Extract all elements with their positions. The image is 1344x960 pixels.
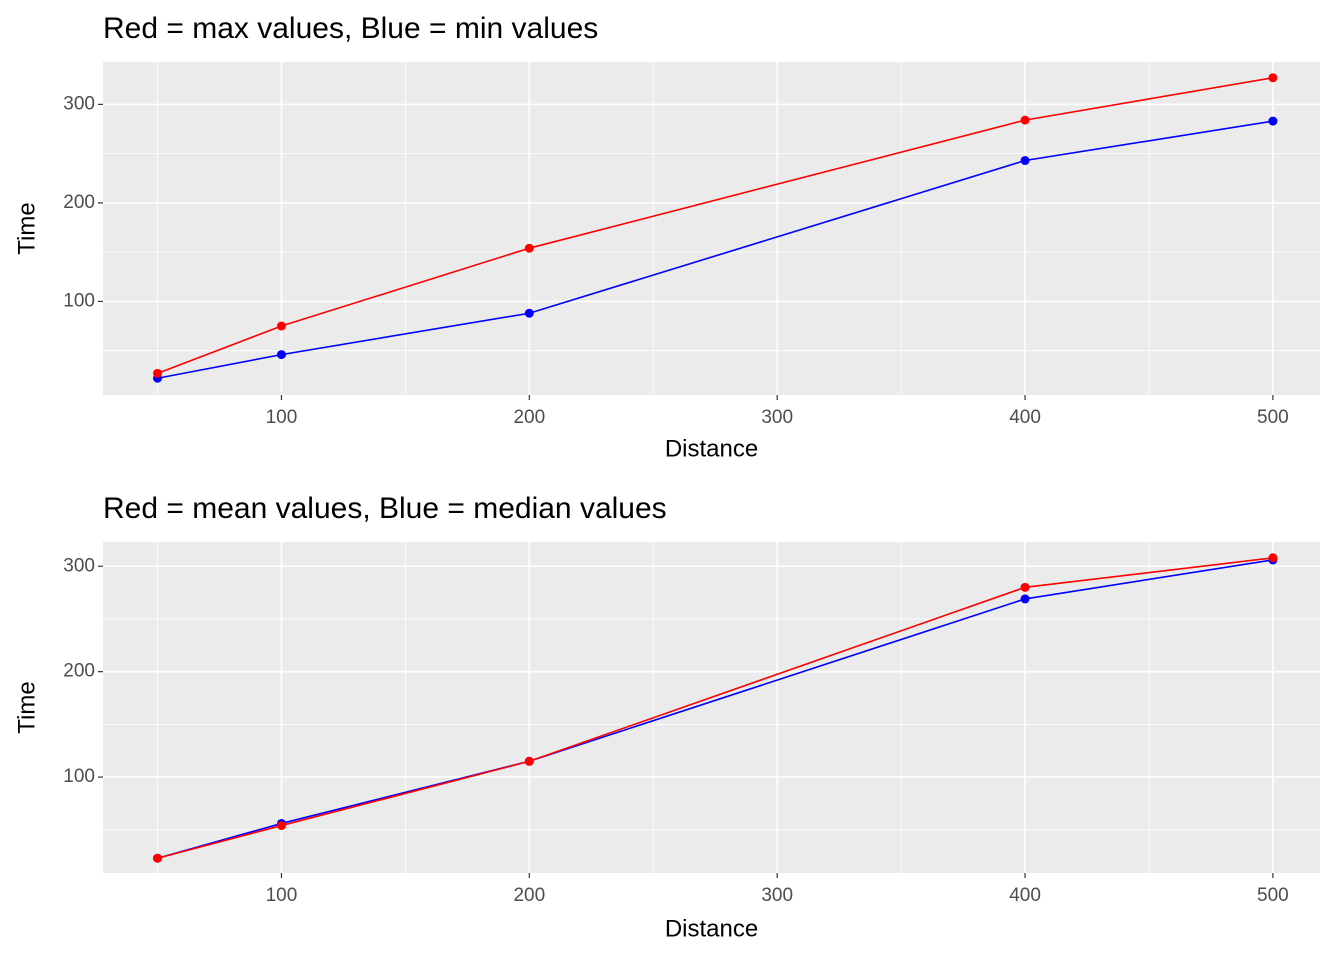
point	[276, 321, 286, 331]
point	[1268, 73, 1278, 83]
x-tick-label: 300	[761, 407, 793, 428]
point	[1268, 553, 1278, 563]
point	[524, 756, 534, 766]
point	[153, 853, 163, 863]
chart-title: Red = max values, Blue = min values	[103, 12, 598, 45]
y-axis-title: Time	[13, 202, 40, 254]
x-tick-label: 500	[1257, 885, 1289, 906]
y-tick-label: 200	[63, 192, 95, 213]
point	[1268, 116, 1278, 126]
point	[276, 350, 286, 360]
y-tick-label: 200	[63, 661, 95, 682]
y-axis-title: Time	[13, 681, 40, 733]
x-tick-label: 400	[1009, 407, 1041, 428]
chart-title: Red = mean values, Blue = median values	[103, 492, 667, 525]
x-tick-label: 300	[761, 885, 793, 906]
y-tick-label: 100	[63, 290, 95, 311]
x-tick-label: 200	[513, 407, 545, 428]
point	[1020, 115, 1030, 125]
panel	[103, 62, 1320, 395]
x-tick-label: 400	[1009, 885, 1041, 906]
x-axis-title: Distance	[665, 915, 758, 942]
point	[1020, 582, 1030, 592]
x-tick-label: 100	[266, 885, 298, 906]
y-tick-label: 100	[63, 766, 95, 787]
point	[1020, 594, 1030, 604]
x-axis-title: Distance	[665, 435, 758, 462]
point	[276, 821, 286, 831]
x-tick-label: 100	[266, 407, 298, 428]
y-tick-label: 300	[63, 93, 95, 114]
point	[1020, 156, 1030, 166]
point	[524, 243, 534, 253]
point	[153, 368, 163, 378]
x-tick-label: 500	[1257, 407, 1289, 428]
x-tick-label: 200	[513, 885, 545, 906]
point	[524, 308, 534, 318]
y-tick-label: 300	[63, 555, 95, 576]
